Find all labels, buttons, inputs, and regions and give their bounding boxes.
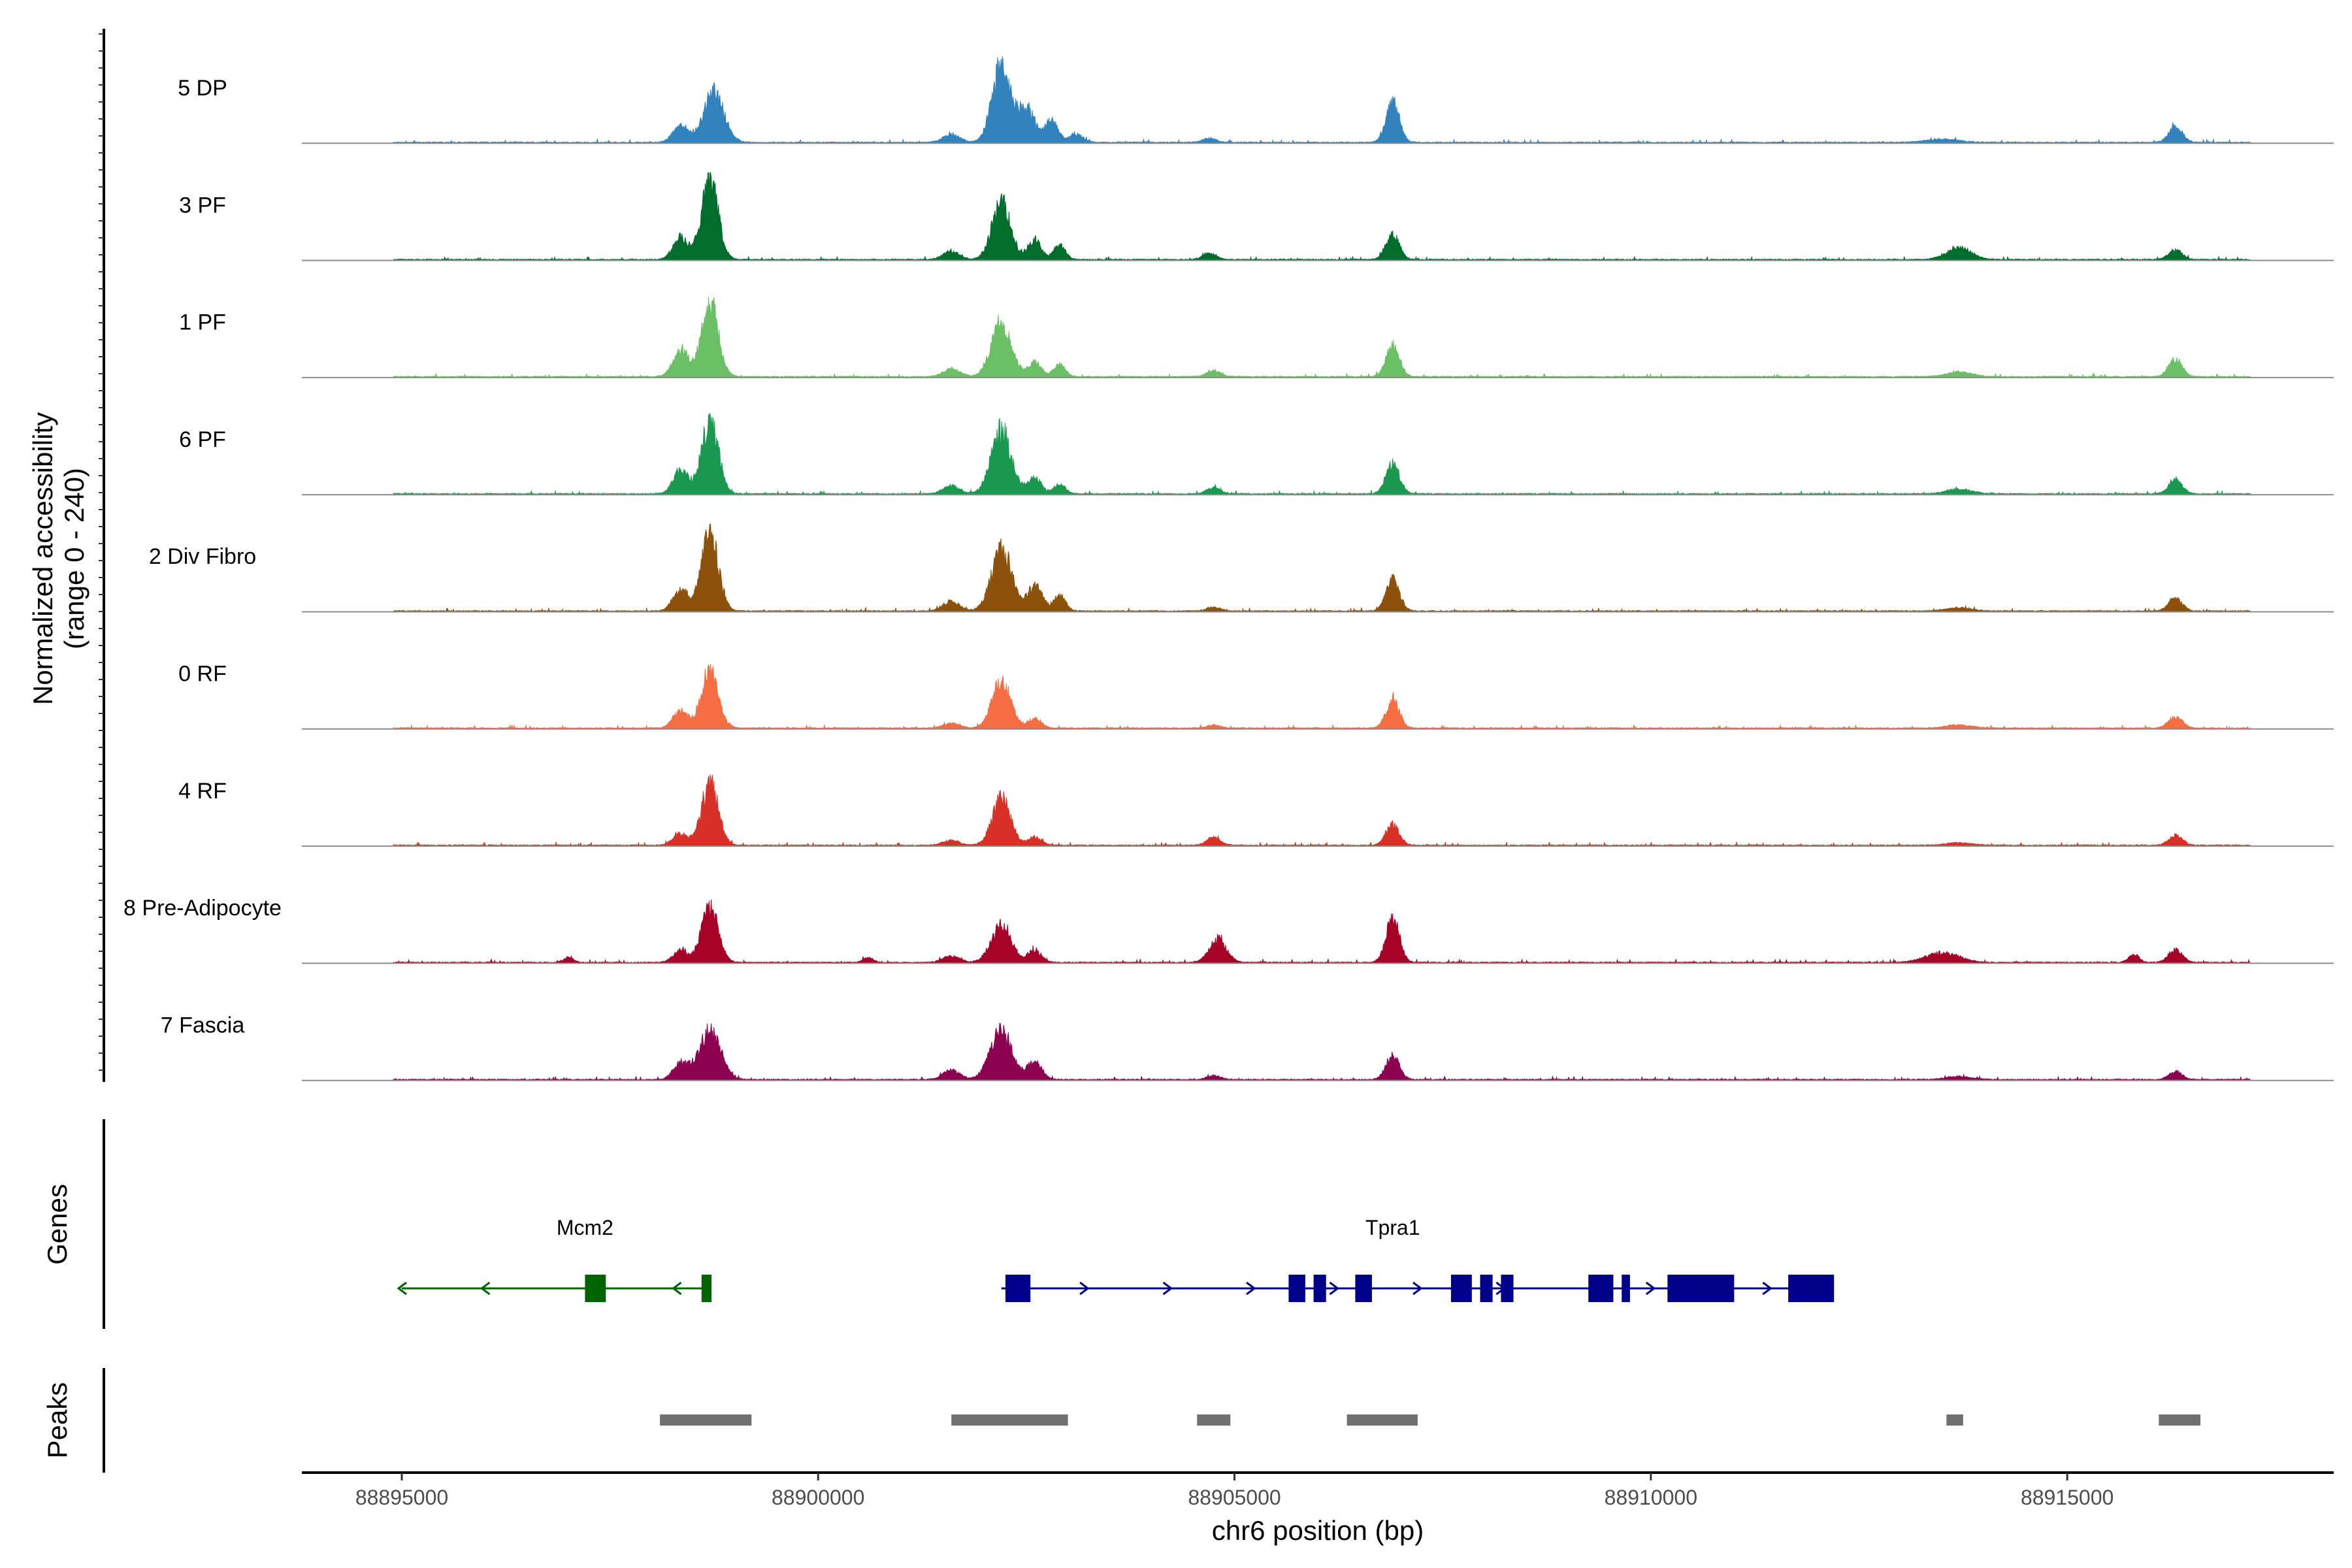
track-7-fascia: 7 Fascia — [161, 1013, 2334, 1081]
exon — [1667, 1275, 1735, 1302]
x-axis-title: chr6 position (bp) — [1212, 1515, 1424, 1546]
coverage-area — [393, 412, 2251, 495]
exon — [701, 1275, 712, 1302]
track-label: 3 PF — [179, 193, 226, 218]
strand-arrow — [1329, 1281, 1339, 1296]
peaks-track-title: Peaks — [42, 1382, 73, 1459]
track-label: 1 PF — [179, 310, 226, 335]
track-label: 8 Pre-Adipocyte — [123, 896, 282, 921]
coverage-tracks: 5 DP 3 PF 1 PF 6 PF 2 Div Fibro 0 RF 4 RF 8 Pre… — [123, 56, 2334, 1081]
peak-region — [660, 1414, 752, 1426]
gene-tpra1: Tpra1 — [1001, 1216, 1835, 1302]
coverage-area — [393, 899, 2251, 964]
x-axis: 88895000 88900000 88905000 88910000 88915000… — [302, 1471, 2334, 1546]
track-label: 7 Fascia — [161, 1013, 245, 1037]
track-1-pf: 1 PF — [179, 297, 2334, 378]
coverage-y-axis — [99, 29, 105, 1082]
x-tick-label: 88905000 — [1188, 1486, 1281, 1509]
track-label: 0 RF — [178, 662, 227, 687]
track-label: 2 Div Fibro — [149, 544, 256, 569]
peaks-track: Peaks — [42, 1368, 2200, 1473]
x-tick-label: 88895000 — [355, 1486, 448, 1509]
peak-region — [2159, 1414, 2200, 1426]
track-4-rf: 4 RF — [178, 774, 2334, 847]
peak-region — [1197, 1414, 1231, 1426]
strand-arrow — [1246, 1281, 1256, 1296]
gene-label: Tpra1 — [1365, 1216, 1420, 1239]
coverage-area — [393, 297, 2251, 378]
exon — [1501, 1275, 1514, 1302]
strand-arrow — [1162, 1281, 1173, 1296]
genes-track: Genes Mcm2 Tpra1 — [42, 1119, 1835, 1329]
strand-arrow — [1762, 1281, 1772, 1296]
track-6-pf: 6 PF — [179, 412, 2334, 496]
coverage-axis-ticks — [99, 33, 104, 1071]
strand-arrow — [1079, 1281, 1090, 1296]
x-tick-label: 88910000 — [1605, 1486, 1697, 1509]
y-axis-title-line-1: Normalized accessibility — [27, 412, 58, 705]
peak-regions — [660, 1414, 2200, 1426]
track-0-rf: 0 RF — [178, 662, 2334, 730]
exon — [1588, 1275, 1614, 1302]
track-label: 6 PF — [179, 427, 226, 452]
coverage-area — [393, 1022, 2251, 1081]
exon — [585, 1275, 606, 1302]
genes-track-title: Genes — [42, 1184, 73, 1265]
track-3-pf: 3 PF — [179, 172, 2334, 261]
exon — [1313, 1275, 1326, 1302]
exon — [1622, 1275, 1630, 1302]
track-5-dp: 5 DP — [178, 56, 2334, 144]
strand-arrow — [1645, 1281, 1656, 1296]
gene-models: Mcm2 Tpra1 — [397, 1216, 1835, 1302]
exon — [1450, 1275, 1472, 1302]
coverage-area — [393, 56, 2251, 144]
track-label: 4 RF — [178, 779, 227, 804]
track-label: 5 DP — [178, 76, 227, 101]
gene-mcm2: Mcm2 — [397, 1216, 712, 1302]
peak-region — [1347, 1414, 1418, 1426]
peak-region — [1946, 1414, 1963, 1426]
exon — [1788, 1275, 1835, 1302]
coverage-area — [393, 523, 2251, 612]
strand-arrow — [1413, 1281, 1423, 1296]
exon — [1355, 1275, 1372, 1302]
x-axis-ticks: 88895000 88900000 88905000 88910000 88915000 — [355, 1473, 2114, 1509]
strand-arrow — [672, 1281, 682, 1296]
x-tick-label: 88915000 — [2021, 1486, 2114, 1509]
track-8-pre-adipocyte: 8 Pre-Adipocyte — [123, 896, 2334, 964]
track-2-div-fibro: 2 Div Fibro — [149, 523, 2334, 613]
exon — [1480, 1275, 1493, 1302]
strand-arrow — [397, 1281, 407, 1296]
y-axis-title-line-2: (range 0 - 240) — [59, 468, 90, 649]
peak-region — [951, 1414, 1068, 1426]
gene-label: Mcm2 — [557, 1216, 613, 1239]
exon — [1288, 1275, 1305, 1302]
strand-arrow — [480, 1281, 491, 1296]
x-tick-label: 88900000 — [772, 1486, 864, 1509]
exon — [1005, 1275, 1031, 1302]
